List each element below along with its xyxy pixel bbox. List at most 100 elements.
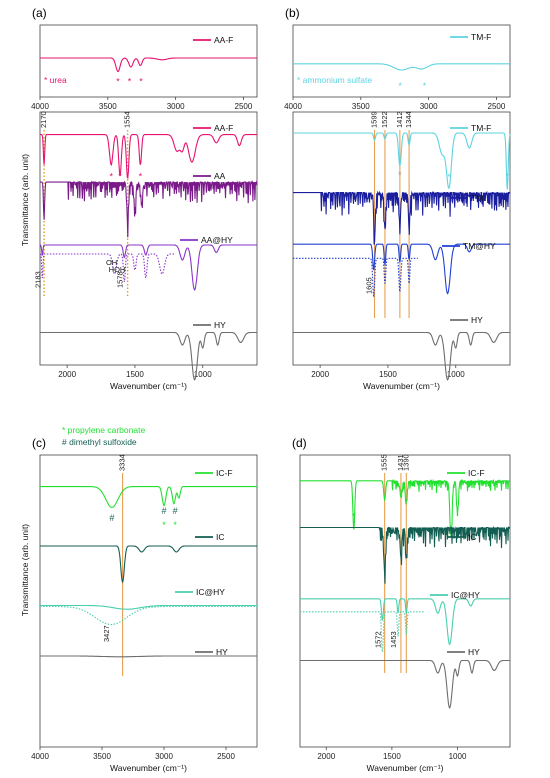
peak-marker: #: [445, 525, 450, 535]
legend-label: IC-F: [216, 468, 233, 478]
x-tick-label: 1000: [449, 752, 467, 761]
legend-label: TM-F: [471, 123, 491, 133]
series-line-aa-hy: [39, 244, 257, 291]
x-axis-label: Wavenumber (cm⁻¹): [363, 381, 440, 391]
plot-frame: [39, 454, 258, 748]
legend-note: * ammonium sulfate: [297, 75, 372, 85]
x-tick-label: 3000: [420, 102, 438, 111]
plot-frame: [299, 454, 511, 748]
peak-marker: *: [173, 520, 177, 530]
legend-label: AA-F: [214, 35, 233, 45]
peak-marker: *: [423, 81, 427, 91]
series-line-hy: [293, 331, 510, 381]
legend-label: HY: [216, 647, 228, 657]
peak-label: 1412: [395, 111, 404, 128]
series-line-ic-f: [300, 478, 511, 539]
peak-label: 3334: [118, 454, 127, 471]
peak-marker: *: [116, 77, 120, 87]
legend-label: IC: [216, 532, 225, 542]
x-tick-label: 4000: [31, 752, 49, 761]
peak-marker: *: [447, 172, 451, 182]
x-tick-label: 4000: [284, 102, 302, 111]
legend-label: IC-F: [468, 468, 485, 478]
legend-note: * urea: [44, 75, 67, 85]
x-tick-label: 1500: [126, 370, 144, 379]
peak-annotation: OH: [106, 258, 117, 267]
peak-marker: *: [162, 520, 166, 530]
peak-marker: *: [398, 170, 402, 180]
peak-label: 2170: [39, 111, 48, 128]
peak-annotation: 2183: [33, 271, 42, 288]
plot-frame: [39, 111, 258, 366]
x-tick-label: 2500: [217, 752, 235, 761]
legend-label: AA: [214, 171, 226, 181]
peak-marker: *: [118, 171, 122, 181]
x-tick-label: 4000: [31, 102, 49, 111]
series-line-aa: [40, 180, 258, 238]
legend-label: AA@HY: [201, 235, 233, 245]
peak-marker: #: [109, 513, 114, 523]
series-line-hy: [40, 655, 257, 658]
plot-frame: [292, 24, 511, 98]
peak-annotation: 1578: [115, 271, 124, 288]
peak-marker: *: [109, 171, 113, 181]
panel-b-top: 4000 3500 3000 2500 TM-F (b) * ammonium sulfat…: [284, 6, 511, 111]
peak-marker: *: [128, 77, 132, 87]
panel-label: (d): [292, 436, 307, 450]
legend-label: IC: [468, 532, 477, 542]
plot-frame: [39, 24, 258, 98]
series-line-ic-f: [40, 486, 257, 509]
legend-label: HY: [471, 315, 483, 325]
y-axis-label: Transmittance (arb. unit): [20, 154, 30, 246]
x-tick-label: 2000: [58, 370, 76, 379]
peak-marker: #: [451, 525, 456, 535]
x-tick-label: 2000: [311, 370, 329, 379]
x-tick-label: 2500: [235, 102, 253, 111]
panel-b-bottom: 2000 1500 1000 1599 1522 1412 1344 TM-F TM TM@HY H…: [292, 111, 511, 391]
legend-label: TM@HY: [463, 241, 496, 251]
peak-label: 1555: [380, 454, 389, 471]
x-tick-label: 3500: [352, 102, 370, 111]
legend-label: AA-F: [214, 123, 233, 133]
x-tick-label: 1000: [447, 370, 465, 379]
series-line-tm-hy: [293, 243, 510, 295]
x-tick-label: 2000: [317, 752, 335, 761]
panel-a-bottom: 2000 1500 1000 2170 1554 AA-F AA AA@HY HY 2183 OHH…: [20, 111, 258, 391]
series-line-aa-f: [40, 134, 257, 180]
x-tick-label: 3000: [155, 752, 173, 761]
x-tick-label: 1500: [383, 752, 401, 761]
x-tick-label: 1500: [379, 370, 397, 379]
x-axis-label: Wavenumber (cm⁻¹): [110, 763, 187, 773]
series-line-hy: [40, 331, 257, 381]
series-line-ic: [40, 545, 257, 584]
series-line-dashed: [293, 257, 418, 298]
panel-a-top: 4000 3500 3000 2500 AA-F (a) * urea * * *: [31, 6, 258, 111]
legend-label: HY: [468, 647, 480, 657]
x-tick-label: 1000: [194, 370, 212, 379]
peak-marker: #: [173, 506, 178, 516]
series-line-hy: [300, 659, 510, 709]
legend-label: TM-F: [471, 32, 491, 42]
peak-annotation: 1453: [389, 631, 398, 648]
series-line-dashed: [300, 611, 425, 654]
peak-label: 1599: [370, 111, 379, 128]
peak-label: 1390: [401, 454, 410, 471]
series-line-tm-f: [293, 132, 511, 190]
x-axis-label: Wavenumber (cm⁻¹): [367, 763, 444, 773]
y-axis-label: Transmittance (arb. unit): [20, 524, 30, 616]
series-line-aa-f: [40, 57, 257, 73]
legend-label: IC@HY: [451, 590, 480, 600]
series-line-tm-f: [293, 63, 510, 71]
x-tick-label: 3000: [167, 102, 185, 111]
panel-label: (a): [32, 6, 47, 20]
series-line-tm: [293, 190, 511, 245]
peak-marker: #: [161, 506, 166, 516]
peak-annotation: 3427: [102, 625, 111, 642]
x-axis-label: Wavenumber (cm⁻¹): [110, 381, 187, 391]
legend-label: HY: [214, 320, 226, 330]
plot-frame: [292, 111, 511, 366]
x-tick-label: 3500: [99, 102, 117, 111]
peak-marker: *: [506, 172, 510, 182]
